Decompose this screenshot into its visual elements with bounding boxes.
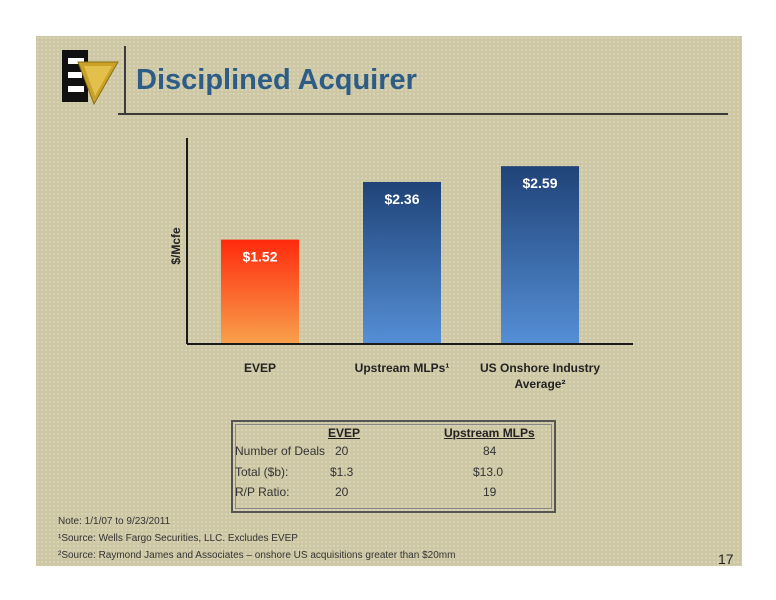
page-number: 17 <box>718 551 734 567</box>
deals-table: EVEP Upstream MLPs Number of Deals 20 84… <box>231 420 556 513</box>
cell-total-mlps: $13.0 <box>473 465 504 479</box>
cell-rp-evep: 20 <box>335 485 349 499</box>
bar-1 <box>221 239 299 344</box>
cell-rp-mlps: 19 <box>483 485 497 499</box>
y-axis-label: $/Mcfe <box>169 227 183 265</box>
bar-2 <box>363 181 441 344</box>
x-tick-label-2: Upstream MLPs¹ <box>355 361 450 375</box>
data-label-3: $2.59 <box>522 175 557 191</box>
cell-total-evep: $1.3 <box>330 465 354 479</box>
x-tick-label-1: EVEP <box>244 361 276 375</box>
row-label-rp: R/P Ratio: <box>235 485 290 499</box>
footnote-date: Note: 1/1/07 to 9/23/2011 <box>58 516 171 527</box>
header-divider <box>124 46 126 114</box>
bar-3 <box>501 166 579 344</box>
data-label-1: $1.52 <box>242 249 277 265</box>
slide: Disciplined Acquirer $1.52 $2.36 $2.59 $/M… <box>36 36 742 567</box>
company-logo <box>62 50 119 106</box>
header-rule <box>118 113 728 115</box>
col-header-evep: EVEP <box>328 426 361 440</box>
row-label-deals: Number of Deals <box>235 444 326 458</box>
cell-deals-evep: 20 <box>335 444 349 458</box>
cell-deals-mlps: 84 <box>483 444 497 458</box>
footnote-source-2: ²Source: Raymond James and Associates – … <box>58 550 456 561</box>
footnote-source-1: ¹Source: Wells Fargo Securities, LLC. Ex… <box>58 533 298 544</box>
data-label-2: $2.36 <box>384 191 419 207</box>
page-title: Disciplined Acquirer <box>136 64 417 96</box>
x-tick-label-3: US Onshore Industry Average² <box>480 361 600 391</box>
row-label-total: Total ($b): <box>235 465 289 479</box>
bar-chart: $1.52 $2.36 $2.59 $/Mcfe EVEP Upstream MLPs… <box>169 138 633 391</box>
col-header-mlps: Upstream MLPs <box>444 426 535 440</box>
